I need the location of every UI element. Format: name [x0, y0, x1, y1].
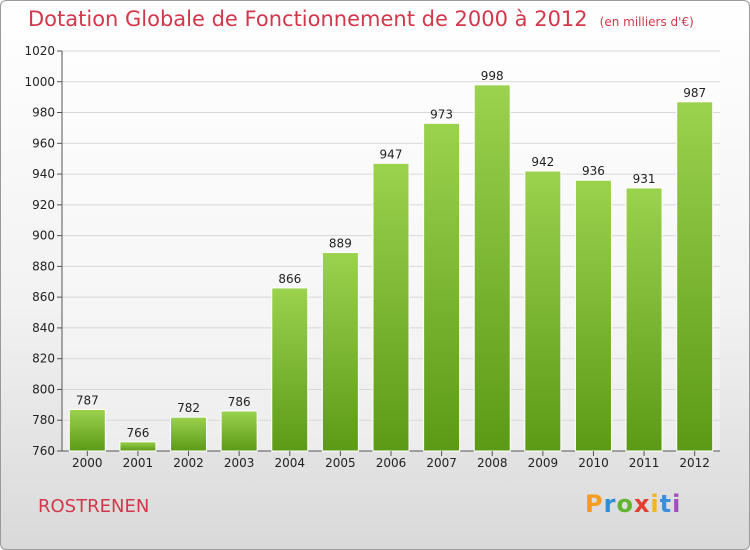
bar [271, 287, 309, 452]
chart-title: Dotation Globale de Fonctionnement de 20… [28, 7, 694, 31]
y-tick-label: 820 [32, 352, 55, 366]
bar [524, 170, 562, 452]
x-tick-label: 2012 [679, 456, 710, 470]
chart-subtitle: (en milliers d'€) [599, 15, 694, 29]
x-tick-label: 2004 [274, 456, 305, 470]
chart-title-text: Dotation Globale de Fonctionnement de 20… [28, 7, 588, 31]
x-tick-label: 2005 [325, 456, 356, 470]
x-tick-label: 2007 [426, 456, 457, 470]
bar-value-label: 942 [531, 155, 554, 169]
bar [574, 179, 612, 452]
commune-name: ROSTRENEN [38, 496, 150, 517]
y-tick-label: 1020 [24, 44, 55, 58]
y-tick-label: 860 [32, 290, 55, 304]
bar [68, 408, 106, 452]
bar-value-label: 782 [177, 401, 200, 415]
x-tick-label: 2006 [376, 456, 407, 470]
y-tick-label: 840 [32, 321, 55, 335]
bar-value-label: 998 [481, 69, 504, 83]
x-tick-label: 2001 [123, 456, 154, 470]
y-tick-label: 900 [32, 229, 55, 243]
proxiti-logo: Proxiti [585, 490, 681, 518]
bar-value-label: 889 [329, 237, 352, 251]
bar-value-label: 936 [582, 164, 605, 178]
bar-value-label: 931 [633, 172, 656, 186]
logo-letter: x [633, 490, 651, 518]
bar-value-label: 866 [278, 272, 301, 286]
x-tick-label: 2009 [528, 456, 559, 470]
bar [170, 416, 208, 452]
y-tick-label: 800 [32, 382, 55, 396]
bar-value-label: 973 [430, 107, 453, 121]
x-tick-label: 2000 [72, 456, 103, 470]
logo-letter: i [650, 490, 660, 518]
logo-letter: P [585, 490, 604, 518]
bar [676, 101, 714, 452]
bar-value-label: 766 [126, 426, 149, 440]
logo-letter: r [603, 490, 617, 518]
y-tick-label: 1000 [24, 75, 55, 89]
logo-letter: i [672, 490, 682, 518]
x-tick-label: 2003 [224, 456, 255, 470]
bar [423, 122, 461, 452]
bar-value-label: 786 [228, 395, 251, 409]
x-tick-label: 2008 [477, 456, 508, 470]
bar [119, 441, 157, 452]
y-tick-label: 980 [32, 106, 55, 120]
logo-letter: o [616, 490, 634, 518]
bar [321, 252, 359, 452]
x-tick-label: 2011 [629, 456, 660, 470]
bar [625, 187, 663, 452]
bar-value-label: 947 [380, 147, 403, 161]
bar [372, 162, 410, 452]
y-tick-label: 760 [32, 444, 55, 458]
logo-letter: t [659, 490, 673, 518]
y-tick-label: 920 [32, 198, 55, 212]
y-tick-label: 880 [32, 259, 55, 273]
bar-value-label: 987 [683, 86, 706, 100]
x-tick-label: 2010 [578, 456, 609, 470]
x-tick-label: 2002 [173, 456, 204, 470]
y-tick-label: 780 [32, 413, 55, 427]
bar [220, 410, 258, 452]
y-tick-label: 940 [32, 167, 55, 181]
y-tick-label: 960 [32, 136, 55, 150]
bar [473, 84, 511, 452]
bar-value-label: 787 [76, 393, 99, 407]
